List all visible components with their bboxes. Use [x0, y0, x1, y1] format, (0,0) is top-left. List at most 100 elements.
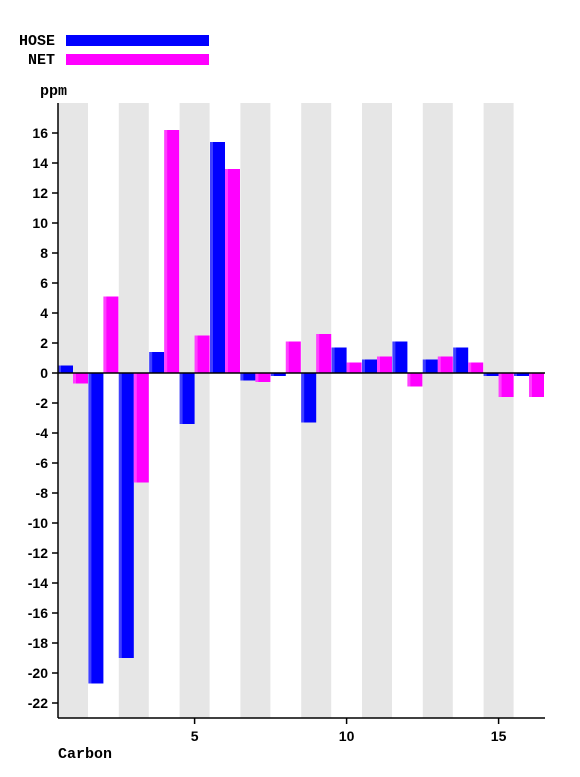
x-axis-title: Carbon — [58, 746, 112, 763]
bar-highlight — [194, 335, 198, 373]
bar-hose-carbon-13 — [422, 359, 438, 373]
bar-body — [270, 373, 286, 376]
bar-net-carbon-15 — [498, 373, 514, 397]
bar-net-carbon-12 — [407, 373, 423, 387]
bar-highlight — [362, 359, 365, 373]
y-tick-label: 10 — [32, 215, 48, 231]
bar-hose-carbon-15 — [483, 373, 499, 376]
axes — [57, 103, 545, 719]
bar-net-carbon-11 — [377, 356, 392, 373]
bar-hose-carbon-14 — [453, 347, 469, 373]
bar-highlight — [149, 352, 153, 373]
bar-highlight — [453, 347, 457, 373]
bar-net-carbon-8 — [285, 341, 301, 373]
bar-body — [407, 373, 423, 387]
legend-label: NET — [28, 52, 55, 69]
bar-body — [240, 373, 256, 381]
y-tick-label: 16 — [32, 125, 48, 141]
bar-highlight — [422, 359, 426, 373]
bar-body — [468, 362, 484, 373]
band-carbon-7 — [240, 103, 271, 718]
bar-highlight — [468, 362, 472, 373]
bar-body — [179, 373, 195, 424]
y-tick-label: 8 — [40, 245, 48, 261]
y-tick-label: 12 — [32, 185, 48, 201]
bar-highlight — [164, 130, 168, 373]
bar-net-carbon-10 — [346, 362, 362, 373]
bar-hose-carbon-7 — [240, 373, 256, 381]
legend-label: HOSE — [19, 33, 55, 50]
bar-highlight — [88, 373, 92, 684]
bar-net-carbon-2 — [103, 296, 119, 373]
bar-body — [285, 341, 301, 373]
bar-body — [225, 169, 240, 373]
y-tick-label: -2 — [36, 395, 49, 411]
bar-net-carbon-5 — [194, 335, 210, 373]
band-carbon-13 — [422, 103, 453, 718]
y-tick-label: -12 — [28, 545, 48, 561]
bar-hose-carbon-4 — [149, 352, 165, 373]
bar-body — [73, 373, 88, 384]
bar-hose-carbon-5 — [179, 373, 195, 424]
band-carbon-1 — [58, 103, 88, 718]
y-tick-label: -20 — [28, 665, 48, 681]
bar-highlight — [529, 373, 532, 397]
bar-body — [164, 130, 180, 373]
y-tick-label: -6 — [36, 455, 49, 471]
bar-hose-carbon-1 — [58, 365, 73, 373]
bar-net-carbon-7 — [255, 373, 271, 382]
bar-hose-carbon-16 — [514, 373, 529, 376]
legend-item-net: NET — [28, 52, 209, 69]
y-tick-label: -8 — [36, 485, 49, 501]
y-tick-label: -22 — [28, 695, 48, 711]
y-tick-label: 4 — [40, 305, 48, 321]
bar-body — [529, 373, 544, 397]
y-tick-label: 2 — [40, 335, 48, 351]
bar-highlight — [407, 373, 411, 387]
bar-highlight — [285, 341, 289, 373]
bar-hose-carbon-3 — [118, 373, 134, 658]
y-tick-label: 6 — [40, 275, 48, 291]
x-tick-label: 10 — [339, 728, 355, 744]
bar-highlight — [58, 365, 61, 373]
bar-body — [453, 347, 469, 373]
bar-body — [255, 373, 271, 382]
bar-hose-carbon-12 — [392, 341, 408, 373]
bar-body — [514, 373, 529, 376]
bar-highlight — [437, 356, 441, 373]
bar-body — [362, 359, 377, 373]
bar-body — [301, 373, 317, 423]
x-axis-ticks: 5 10 15 — [191, 718, 507, 744]
bar-highlight — [240, 373, 244, 381]
band-carbon-15 — [483, 103, 514, 718]
bar-highlight — [331, 347, 335, 373]
bar-body — [377, 356, 392, 373]
bar-highlight — [346, 362, 350, 373]
bar-hose-carbon-6 — [210, 142, 225, 373]
bar-body — [133, 373, 149, 483]
bar-body — [103, 296, 119, 373]
bar-body — [483, 373, 499, 376]
bar-highlight — [377, 356, 380, 373]
x-tick-label: 5 — [191, 728, 199, 744]
bar-highlight — [210, 142, 213, 373]
bar-hose-carbon-11 — [362, 359, 377, 373]
y-tick-label: 0 — [40, 365, 48, 381]
bar-body — [392, 341, 408, 373]
bar-hose-carbon-9 — [301, 373, 317, 423]
bar-highlight — [270, 373, 274, 376]
bar-highlight — [179, 373, 183, 424]
bar-highlight — [483, 373, 487, 376]
x-tick-label: 15 — [491, 728, 507, 744]
bar-net-carbon-13 — [437, 356, 453, 373]
bar-highlight — [316, 334, 320, 373]
y-tick-label: -10 — [28, 515, 48, 531]
bar-body — [58, 365, 73, 373]
y-tick-label: -16 — [28, 605, 48, 621]
bar-body — [194, 335, 210, 373]
bar-highlight — [514, 373, 517, 376]
bar-highlight — [392, 341, 396, 373]
bar-hose-carbon-2 — [88, 373, 104, 684]
legend-item-hose: HOSE — [19, 33, 209, 50]
